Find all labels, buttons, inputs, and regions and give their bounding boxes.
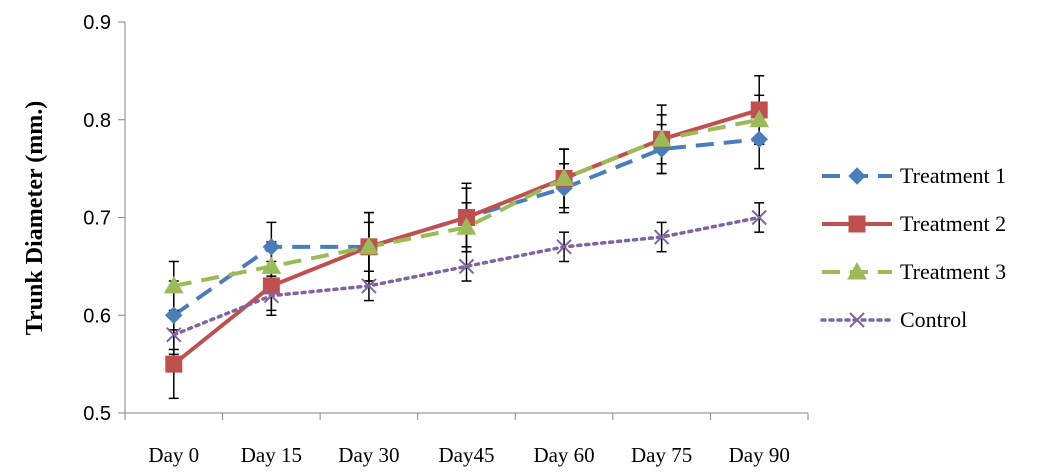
data-point	[166, 327, 182, 343]
data-point	[263, 287, 280, 304]
legend-label: Control	[900, 307, 967, 332]
data-point	[653, 229, 670, 245]
legend-marker	[848, 215, 866, 233]
y-tick-label: 0.6	[83, 305, 111, 327]
legend-marker	[848, 167, 866, 185]
data-point	[750, 130, 768, 149]
x-tick-label: Day 75	[631, 443, 692, 467]
data-point	[651, 129, 672, 147]
plot-area: 0.5 0.6 0.7 0.8 0.9 Day 0 Day 15 Day 30 Day45 Day…	[83, 12, 809, 467]
x-tick-label: Day45	[439, 443, 495, 467]
data-point	[361, 278, 377, 294]
x-tick-label: Day 0	[148, 443, 199, 467]
legend-marker	[847, 261, 867, 280]
x-tick-label: Day 90	[729, 443, 790, 467]
data-point	[554, 168, 574, 186]
data-point	[458, 258, 475, 275]
y-axis-title: Trunk Diameter (mm.)	[22, 101, 48, 335]
data-point	[556, 239, 572, 255]
data-point	[359, 236, 379, 255]
legend-label: Treatment 1	[900, 163, 1006, 188]
data-point	[262, 277, 280, 295]
x-tick-label: Day 30	[338, 443, 399, 467]
y-tick-label: 0.7	[83, 208, 111, 230]
data-point	[165, 306, 183, 324]
data-point	[749, 109, 770, 128]
y-tick-label: 0.9	[83, 12, 111, 34]
data-point	[456, 217, 477, 235]
x-tick-label: Day 15	[241, 443, 302, 467]
data-point	[163, 275, 184, 294]
y-tick-label: 0.5	[83, 403, 111, 425]
legend-label: Treatment 2	[900, 211, 1006, 236]
y-tick-label: 0.8	[83, 110, 111, 132]
data-point	[751, 209, 767, 226]
x-tick-label: Day 60	[533, 443, 594, 467]
legend: Treatment 1 Treatment 2 Treatment 3 Control	[820, 163, 1006, 332]
data-point	[262, 238, 281, 256]
data-point	[261, 256, 282, 274]
legend-label: Treatment 3	[900, 259, 1006, 284]
data-point	[165, 355, 183, 373]
legend-marker	[849, 312, 865, 328]
